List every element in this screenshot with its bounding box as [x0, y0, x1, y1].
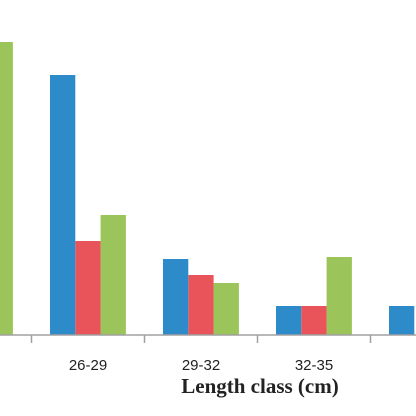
- bar: [301, 306, 327, 335]
- bar: [326, 257, 352, 335]
- x-tick-label: 32-35: [295, 357, 333, 374]
- bar: [389, 306, 415, 335]
- x-tick-label: 26-29: [69, 357, 107, 374]
- bar: [213, 283, 239, 335]
- bar: [100, 215, 126, 335]
- x-axis-title: Length class (cm): [181, 374, 338, 398]
- bar: [50, 75, 76, 335]
- x-tick-label: 29-32: [182, 357, 220, 374]
- bar: [0, 42, 13, 335]
- bar: [276, 306, 302, 335]
- bar: [188, 275, 214, 335]
- bar: [163, 259, 189, 335]
- bar: [75, 241, 101, 335]
